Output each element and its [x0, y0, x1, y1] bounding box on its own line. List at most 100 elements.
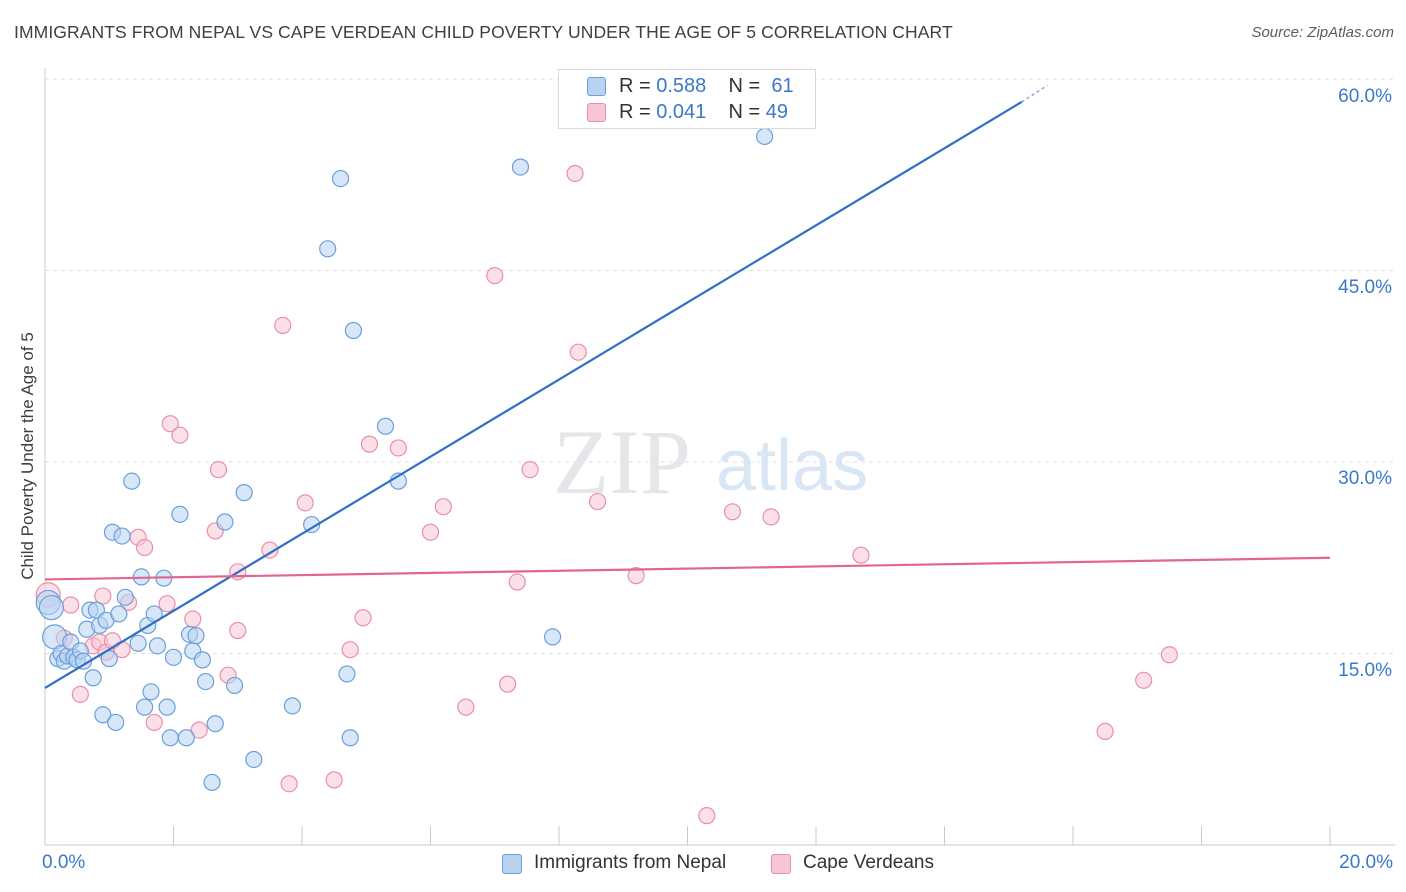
point-nepal [94, 706, 112, 724]
point-nepal [755, 127, 774, 146]
point-cape-verdeans [698, 807, 716, 825]
point-cape-verdeans [325, 771, 343, 789]
stats-legend: R = 0.588 N = 61 R = 0.041 N = 49 [558, 69, 816, 129]
axes [44, 68, 1395, 846]
point-cape-verdeans [569, 343, 587, 361]
trend-line-cape-verdeans [44, 556, 1331, 581]
point-nepal [225, 676, 244, 695]
legend-n-value: 49 [765, 101, 789, 123]
y-tick-label-30: 30.0% [1338, 468, 1392, 489]
trend-line-nepal [44, 101, 1023, 689]
point-cape-verdeans [296, 494, 314, 512]
point-nepal [376, 417, 395, 435]
point-nepal [245, 750, 263, 769]
point-cape-verdeans [184, 610, 202, 628]
point-cape-verdeans [852, 546, 870, 564]
point-cape-verdeans [723, 503, 742, 521]
point-cape-verdeans [158, 595, 176, 613]
point-cape-verdeans [457, 698, 475, 716]
y-tick-label-60: 60.0% [1338, 86, 1392, 107]
legend-swatch-nepal [587, 77, 606, 96]
point-cape-verdeans [171, 426, 189, 444]
point-cape-verdeans [389, 439, 407, 457]
legend-n-label: N = [728, 101, 761, 123]
point-cape-verdeans [1160, 646, 1178, 664]
trend-lines [44, 84, 1331, 689]
chart-title: IMMIGRANTS FROM NEPAL VS CAPE VERDEAN CH… [14, 22, 953, 42]
point-nepal [158, 698, 176, 716]
point-cape-verdeans [360, 435, 379, 453]
point-nepal [235, 484, 253, 502]
point-nepal [511, 158, 530, 176]
watermark: ZIP atlas [553, 411, 868, 513]
point-cape-verdeans [508, 573, 526, 591]
point-nepal [148, 637, 167, 655]
point-cape-verdeans [145, 713, 163, 732]
point-cape-verdeans [94, 587, 112, 605]
point-nepal [38, 594, 65, 621]
point-nepal [203, 773, 221, 792]
point-cape-verdeans [71, 685, 89, 703]
point-cape-verdeans [341, 641, 359, 659]
point-cape-verdeans [229, 621, 247, 640]
point-cape-verdeans [499, 675, 517, 693]
point-nepal [331, 169, 350, 188]
point-nepal [171, 505, 189, 523]
point-cape-verdeans [521, 461, 539, 479]
point-nepal [216, 513, 234, 531]
point-nepal [303, 515, 321, 534]
point-nepal [319, 240, 337, 258]
trend-line-nepal-extension [1021, 84, 1048, 103]
y-tick-label-15: 15.0% [1338, 660, 1392, 681]
point-cape-verdeans [280, 775, 298, 793]
point-nepal [344, 321, 362, 340]
point-cape-verdeans [261, 541, 279, 559]
point-nepal [197, 672, 215, 691]
point-nepal [123, 472, 141, 490]
legend-label-cape-verdeans: Cape Verdeans [803, 852, 934, 873]
x-tick-label-min: 0.0% [42, 852, 86, 873]
point-cape-verdeans [190, 721, 208, 739]
legend-swatch-cape-verdeans [587, 103, 606, 122]
legend-n-label: N = [728, 75, 761, 97]
x-tick-label-max: 20.0% [1339, 852, 1393, 873]
point-cape-verdeans [1096, 722, 1114, 740]
point-nepal [193, 651, 212, 669]
point-cape-verdeans [566, 164, 584, 183]
series-legend: Immigrants from Nepal Cape Verdeans [0, 852, 1406, 878]
point-nepal [164, 648, 183, 666]
point-nepal [129, 634, 147, 652]
point-nepal [543, 628, 562, 646]
point-cape-verdeans [135, 538, 154, 557]
series-cape-verdeans [35, 164, 1178, 825]
point-nepal [107, 713, 125, 732]
legend-n-value: 61 [771, 75, 794, 97]
point-nepal [142, 683, 160, 701]
point-cape-verdeans [421, 523, 440, 541]
watermark-atlas: atlas [716, 426, 868, 506]
point-cape-verdeans [354, 609, 372, 627]
point-cape-verdeans [62, 596, 80, 614]
point-cape-verdeans [274, 316, 292, 334]
point-nepal [84, 669, 102, 687]
legend-r-label: R = [619, 101, 651, 123]
point-cape-verdeans [434, 498, 452, 516]
point-cape-verdeans [486, 267, 504, 285]
point-nepal [341, 729, 359, 747]
point-nepal [161, 729, 179, 747]
legend-swatch-nepal [502, 854, 522, 874]
point-nepal [177, 729, 195, 747]
point-nepal [116, 588, 134, 606]
point-cape-verdeans [161, 415, 179, 433]
legend-r-value: 0.041 [656, 101, 707, 123]
legend-r-label: R = [619, 75, 651, 97]
point-nepal [338, 665, 356, 683]
point-cape-verdeans [588, 492, 607, 511]
point-cape-verdeans [1135, 671, 1153, 689]
y-tick-label-45: 45.0% [1338, 277, 1392, 298]
point-nepal [113, 527, 131, 545]
point-cape-verdeans [627, 567, 645, 585]
point-cape-verdeans [762, 508, 780, 526]
point-nepal [135, 698, 154, 716]
